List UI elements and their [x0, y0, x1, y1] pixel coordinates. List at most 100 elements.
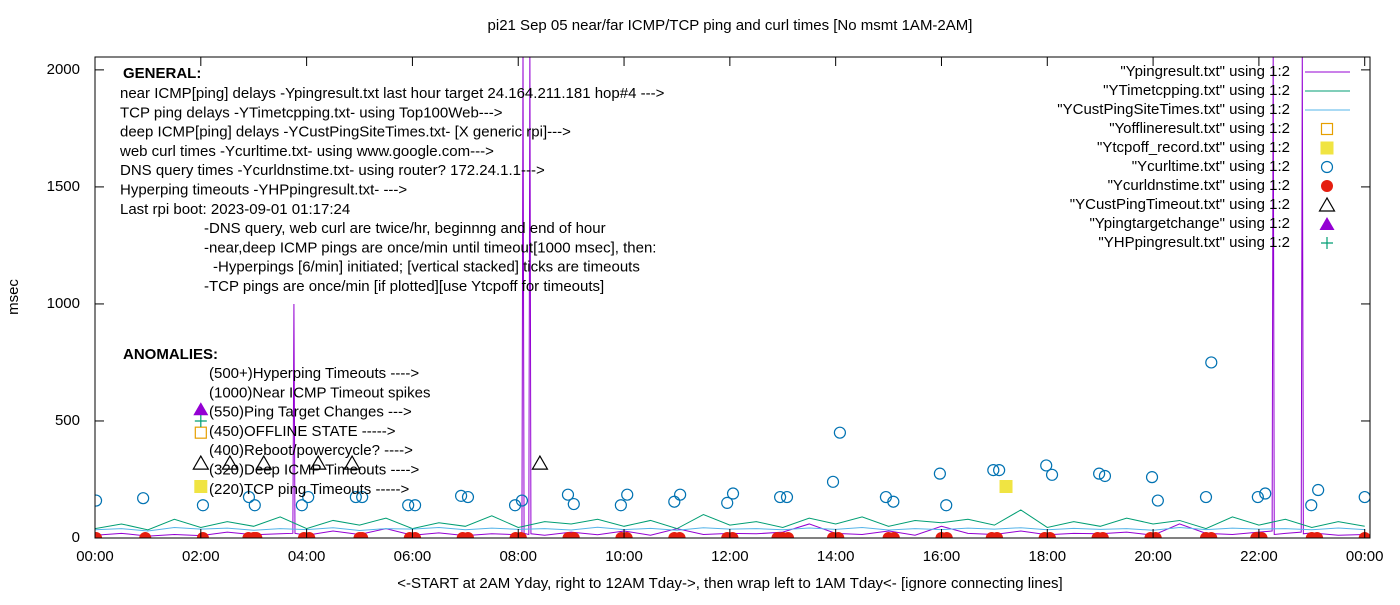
x-tick-label: 06:00: [394, 548, 432, 565]
annotation-heading: ANOMALIES:: [123, 346, 218, 363]
data-point: [999, 480, 1013, 494]
data-point: [139, 532, 152, 538]
data-point: [461, 532, 474, 538]
y-tick-label: 1000: [47, 295, 80, 312]
data-point: [515, 494, 529, 507]
data-point: [242, 490, 256, 504]
x-tick-label: 18:00: [1029, 548, 1067, 565]
chart-title: pi21 Sep 05 near/far ICMP/TCP ping and c…: [488, 17, 973, 34]
annotation: Hyperping timeouts -YHPpingresult.txt- -…: [120, 181, 407, 198]
data-point: [887, 532, 900, 538]
data-point: [248, 499, 261, 512]
data-point: [887, 495, 900, 508]
legend-swatch: [1320, 160, 1334, 174]
data-point: [95, 494, 103, 507]
data-point: [1205, 356, 1218, 369]
data-point: [1040, 459, 1053, 472]
data-point: [302, 490, 315, 504]
data-point: [774, 490, 787, 504]
data-point: [1358, 490, 1370, 504]
data-point: [255, 454, 273, 470]
y-tick-label: 1500: [47, 178, 80, 195]
annotation: (220)TCP ping Timeouts ----->: [209, 481, 409, 498]
data-point: [933, 467, 946, 480]
data-point: [508, 499, 522, 512]
data-point: [1259, 487, 1272, 500]
legend-label: "Yofflineresult.txt" using 1:2: [1109, 120, 1290, 137]
x-tick-label: 00:00: [76, 548, 114, 565]
data-point: [196, 532, 209, 538]
annotation: Last rpi boot: 2023-09-01 01:17:24: [120, 201, 350, 218]
annotation: web curl times -Ycurltime.txt- using www…: [119, 143, 494, 160]
annotation: (400)Reboot/powercycle? ---->: [209, 442, 413, 459]
x-tick-label: 00:00: [1346, 548, 1384, 565]
annotation: deep ICMP[ping] delays -YCustPingSiteTim…: [120, 124, 571, 141]
legend-swatch: [1320, 141, 1334, 155]
x-tick-label: 08:00: [499, 548, 537, 565]
legend-label: "YHPpingresult.txt" using 1:2: [1098, 234, 1290, 251]
data-point: [782, 532, 795, 538]
legend-label: "Ypingtargetchange" using 1:2: [1089, 215, 1290, 232]
data-point: [137, 492, 150, 505]
data-point: [461, 490, 475, 504]
data-point: [993, 464, 1006, 477]
data-point: [194, 426, 207, 439]
data-point: [250, 532, 263, 538]
data-point: [356, 490, 369, 504]
x-tick-label: 02:00: [182, 548, 220, 565]
data-point: [567, 532, 580, 538]
data-point: [402, 499, 415, 512]
data-point: [721, 496, 734, 509]
data-point: [1098, 469, 1112, 483]
annotation: (320)Deep ICMP Timeouts ---->: [209, 461, 419, 478]
data-point: [1251, 490, 1264, 504]
legend-label: "Ycurltime.txt" using 1:2: [1132, 158, 1290, 175]
series-line: [95, 509, 1365, 531]
data-point: [726, 487, 740, 500]
data-point: [309, 454, 327, 470]
data-point: [194, 414, 207, 427]
data-point: [668, 495, 681, 508]
data-point: [673, 532, 686, 538]
legend-swatch: [1319, 217, 1335, 230]
data-point: [349, 490, 362, 504]
legend-label: "Ypingresult.txt" using 1:2: [1120, 63, 1290, 80]
data-point: [356, 532, 369, 538]
legend-label: "Ytcpoff_record.txt" using 1:2: [1097, 139, 1290, 156]
data-point: [940, 499, 953, 512]
annotation: near ICMP[ping] delays -Ypingresult.txt …: [120, 85, 665, 102]
legend-label: "YCustPingTimeout.txt" using 1:2: [1070, 196, 1290, 213]
data-point: [531, 454, 549, 470]
data-point: [1093, 467, 1106, 480]
data-point: [192, 454, 210, 470]
x-tick-label: 14:00: [817, 548, 855, 565]
y-tick-label: 500: [55, 412, 80, 429]
legend-swatch: [1320, 122, 1334, 136]
annotation: (1000)Near ICMP Timeout spikes: [209, 384, 430, 401]
data-point: [1151, 494, 1164, 507]
y-tick-label: 0: [72, 529, 80, 546]
data-point: [991, 532, 1004, 538]
annotation-heading: GENERAL:: [123, 65, 201, 82]
x-tick-label: 12:00: [711, 548, 749, 565]
data-point: [621, 488, 634, 501]
data-point: [1312, 483, 1325, 497]
data-point: [561, 488, 575, 501]
data-point: [674, 488, 687, 501]
data-point: [1199, 490, 1213, 504]
data-point: [1311, 532, 1324, 538]
data-point: [1205, 532, 1218, 538]
annotation: -Hyperpings [6/min] initiated; [vertical…: [213, 259, 640, 276]
x-tick-label: 20:00: [1134, 548, 1172, 565]
annotation: -DNS query, web curl are twice/hr, begin…: [204, 220, 606, 237]
data-point: [196, 499, 210, 512]
legend-label: "YTimetcpping.txt" using 1:2: [1103, 82, 1290, 99]
legend-swatch: [1318, 196, 1336, 212]
plot-frame: [94, 56, 1371, 539]
annotation: (500+)Hyperping Timeouts ---->: [209, 365, 419, 382]
data-point: [1145, 471, 1159, 484]
x-tick-label: 04:00: [288, 548, 326, 565]
legend-label: "Ycurldnstime.txt" using 1:2: [1108, 177, 1290, 194]
data-point: [1045, 468, 1059, 481]
